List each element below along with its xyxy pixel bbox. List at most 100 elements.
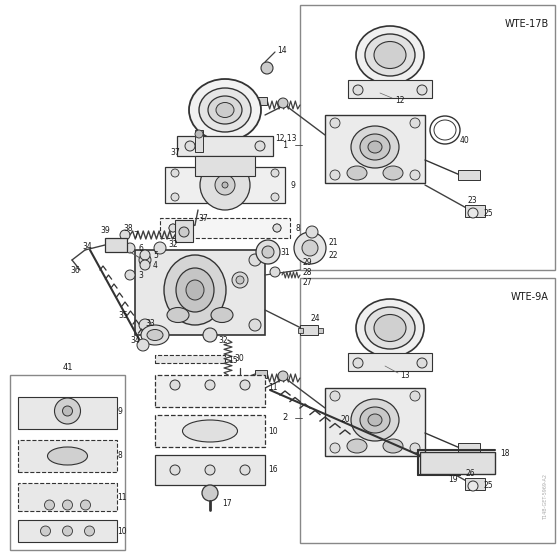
Ellipse shape xyxy=(48,447,87,465)
Circle shape xyxy=(330,391,340,401)
Text: 9: 9 xyxy=(117,407,122,416)
Text: 21: 21 xyxy=(328,237,338,246)
Bar xyxy=(465,205,485,217)
Bar xyxy=(177,136,273,156)
Circle shape xyxy=(222,182,228,188)
Bar xyxy=(155,355,225,363)
Text: 32: 32 xyxy=(218,335,227,344)
Circle shape xyxy=(294,232,326,264)
Text: 8: 8 xyxy=(295,223,300,232)
Text: 26: 26 xyxy=(465,469,475,478)
Circle shape xyxy=(137,339,149,351)
Circle shape xyxy=(139,254,151,266)
Circle shape xyxy=(273,224,281,232)
Circle shape xyxy=(171,169,179,177)
Bar xyxy=(255,97,267,105)
Ellipse shape xyxy=(347,166,367,180)
Ellipse shape xyxy=(176,268,214,312)
Ellipse shape xyxy=(347,439,367,453)
Ellipse shape xyxy=(368,141,382,153)
Circle shape xyxy=(63,406,72,416)
Circle shape xyxy=(410,118,420,128)
Circle shape xyxy=(40,526,50,536)
Text: 1: 1 xyxy=(282,141,287,150)
Text: 24: 24 xyxy=(310,314,320,323)
Circle shape xyxy=(170,380,180,390)
Text: 17: 17 xyxy=(222,498,232,507)
Text: 13: 13 xyxy=(400,371,409,380)
Ellipse shape xyxy=(199,88,251,132)
Bar xyxy=(175,220,193,242)
Text: 7: 7 xyxy=(133,231,138,240)
Circle shape xyxy=(271,193,279,201)
Ellipse shape xyxy=(356,26,424,84)
Text: 30: 30 xyxy=(234,353,244,362)
Circle shape xyxy=(410,170,420,180)
Ellipse shape xyxy=(147,329,163,340)
Text: 28: 28 xyxy=(302,268,311,277)
Bar xyxy=(465,478,485,490)
Circle shape xyxy=(353,358,363,368)
Text: T14B-GET-5969-A2: T14B-GET-5969-A2 xyxy=(543,474,548,520)
Bar xyxy=(195,130,203,152)
Text: 31: 31 xyxy=(280,248,290,256)
Bar xyxy=(10,375,125,550)
Circle shape xyxy=(171,193,179,201)
Circle shape xyxy=(261,62,273,74)
Circle shape xyxy=(256,240,280,264)
Circle shape xyxy=(306,226,318,238)
Bar xyxy=(300,278,555,543)
Circle shape xyxy=(63,500,72,510)
Circle shape xyxy=(205,380,215,390)
Ellipse shape xyxy=(167,307,189,323)
Text: 8: 8 xyxy=(117,451,122,460)
Ellipse shape xyxy=(374,315,406,342)
Circle shape xyxy=(278,371,288,381)
Circle shape xyxy=(140,260,150,270)
Ellipse shape xyxy=(351,126,399,168)
Text: 34: 34 xyxy=(82,241,92,250)
Bar xyxy=(298,328,303,333)
Circle shape xyxy=(195,130,203,138)
Bar xyxy=(18,520,117,542)
Text: 10: 10 xyxy=(268,427,278,436)
Text: 36: 36 xyxy=(70,265,80,274)
Bar xyxy=(155,375,265,407)
Bar xyxy=(348,353,432,371)
Text: 5: 5 xyxy=(153,250,158,259)
Ellipse shape xyxy=(368,414,382,426)
Text: 39: 39 xyxy=(100,226,110,235)
Text: 3: 3 xyxy=(138,270,143,279)
Ellipse shape xyxy=(365,307,415,349)
Bar xyxy=(420,452,495,474)
Ellipse shape xyxy=(360,407,390,433)
Circle shape xyxy=(273,224,281,232)
Circle shape xyxy=(271,169,279,177)
Bar xyxy=(18,397,117,429)
Circle shape xyxy=(468,481,478,491)
Text: 6: 6 xyxy=(138,244,143,253)
Text: 29: 29 xyxy=(302,258,311,267)
Circle shape xyxy=(179,227,189,237)
Ellipse shape xyxy=(374,41,406,68)
Circle shape xyxy=(417,358,427,368)
Bar xyxy=(255,370,267,378)
Circle shape xyxy=(410,443,420,453)
Circle shape xyxy=(185,141,195,151)
Text: 16: 16 xyxy=(268,465,278,474)
Circle shape xyxy=(203,328,217,342)
Ellipse shape xyxy=(383,439,403,453)
Circle shape xyxy=(255,141,265,151)
Text: 22: 22 xyxy=(328,250,338,259)
Circle shape xyxy=(140,250,150,260)
Text: 25: 25 xyxy=(483,208,493,217)
Circle shape xyxy=(202,485,218,501)
Circle shape xyxy=(232,272,248,288)
Text: 12,13: 12,13 xyxy=(275,133,296,142)
Text: 37: 37 xyxy=(198,213,208,222)
Bar xyxy=(18,483,117,511)
Text: 35: 35 xyxy=(118,310,128,320)
Ellipse shape xyxy=(216,102,234,118)
Circle shape xyxy=(330,443,340,453)
Text: 2: 2 xyxy=(282,413,287,422)
